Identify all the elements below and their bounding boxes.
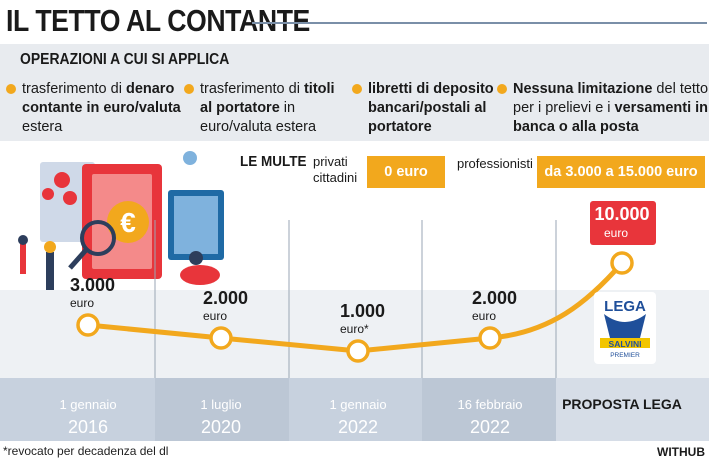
x-tick-label: 1 gennaio <box>329 397 386 412</box>
data-point <box>76 313 100 337</box>
bullet-dot <box>497 84 507 94</box>
data-point <box>209 326 233 350</box>
x-tick-label: PROPOSTA LEGA <box>562 396 682 412</box>
lega-logo: LEGA SALVINI PREMIER <box>594 292 656 364</box>
operations-heading: OPERAZIONI A CUI SI APPLICA <box>20 51 230 68</box>
professional-fine-badge: da 3.000 a 15.000 euro <box>537 156 705 188</box>
data-point <box>610 251 634 275</box>
value-unit-label: euro <box>203 309 227 323</box>
svg-text:SALVINI: SALVINI <box>609 339 642 349</box>
timeline-band <box>289 378 422 441</box>
x-tick-label: 1 gennaio <box>59 397 116 412</box>
value-label: 1.000 <box>340 301 385 321</box>
magnifier-icon <box>80 220 116 256</box>
timeline-band <box>556 378 709 441</box>
operation-item: trasferimento di denaro contante in euro… <box>6 80 197 137</box>
dollar-coin-icon <box>63 191 77 205</box>
bubble-icon <box>183 151 197 165</box>
plot-panel <box>0 290 709 378</box>
x-tick-label: 1 luglio <box>200 397 241 412</box>
op-text-bold: titoli al portatore <box>200 81 335 116</box>
title-rule <box>252 22 707 24</box>
bullet-dot <box>352 84 362 94</box>
brand-credit: WITHUB <box>657 445 705 459</box>
x-tick-year-label: 2022 <box>470 417 510 437</box>
value-unit-label: euro* <box>340 322 369 336</box>
svg-text:LEGA: LEGA <box>604 298 646 315</box>
value-unit-label: euro <box>604 226 628 240</box>
professional-label: professionisti <box>457 156 533 171</box>
operation-item: Nessuna limitazione del tetto per i prel… <box>497 80 709 137</box>
timeline-band <box>0 378 155 441</box>
op-text-bold: denaro contante in euro/valuta <box>22 81 181 116</box>
bullet-dot <box>184 84 194 94</box>
value-label: 10.000 <box>594 204 649 224</box>
x-tick-year-label: 2016 <box>68 417 108 437</box>
timeline-bands <box>0 290 709 441</box>
op-text-post: estera <box>22 119 63 135</box>
op-text-pre: trasferimento di <box>200 81 304 97</box>
footnote: *revocato per decadenza del dl <box>3 444 169 458</box>
timeline-band <box>422 378 556 441</box>
timeline-band <box>155 378 289 441</box>
data-points <box>76 251 634 363</box>
value-label: 2.000 <box>472 288 517 308</box>
bullet-dot <box>6 84 16 94</box>
euro-coin-icon <box>107 201 149 243</box>
dollar-coin-icon <box>54 172 70 188</box>
svg-text:€: € <box>120 207 136 238</box>
x-tick-label: 16 febbraio <box>457 397 522 412</box>
op-text-post: del tetto per i prelievi e i <box>513 81 709 116</box>
dollar-coin-icon <box>42 188 54 200</box>
op-text-bold2: versamenti in banca o alla posta <box>513 100 709 135</box>
operation-item: trasferimento di titoli al portatore in … <box>184 80 350 137</box>
op-text-post: in euro/valuta estera <box>200 100 317 135</box>
op-text-bold: libretti di deposito bancari/postali al … <box>368 81 494 135</box>
page-title: IL TETTO AL CONTANTE <box>6 3 310 38</box>
value-label: 2.000 <box>203 288 248 308</box>
x-axis-labels: 1 gennaio 2016 1 luglio 2020 1 gennaio 2022 16… <box>59 396 681 437</box>
svg-text:PREMIER: PREMIER <box>610 352 640 359</box>
value-label: 3.000 <box>70 275 115 295</box>
private-label: privati cittadini <box>313 154 358 185</box>
value-unit-label: euro <box>472 309 496 323</box>
data-point <box>346 339 370 363</box>
value-unit-label: euro <box>70 296 94 310</box>
highlight-value-box <box>590 201 656 245</box>
timeline-gridlines <box>154 220 557 378</box>
x-tick-year-label: 2020 <box>201 417 241 437</box>
op-text-bold: Nessuna limitazione <box>513 81 653 97</box>
op-text-pre: trasferimento di <box>22 81 126 97</box>
fines-label: LE MULTE <box>240 153 307 170</box>
x-tick-year-label: 2022 <box>338 417 378 437</box>
private-fine-badge: 0 euro <box>367 156 445 188</box>
data-point <box>478 326 502 350</box>
operation-item: libretti di deposito bancari/postali al … <box>352 80 503 137</box>
finance-illustration: € <box>18 151 224 290</box>
